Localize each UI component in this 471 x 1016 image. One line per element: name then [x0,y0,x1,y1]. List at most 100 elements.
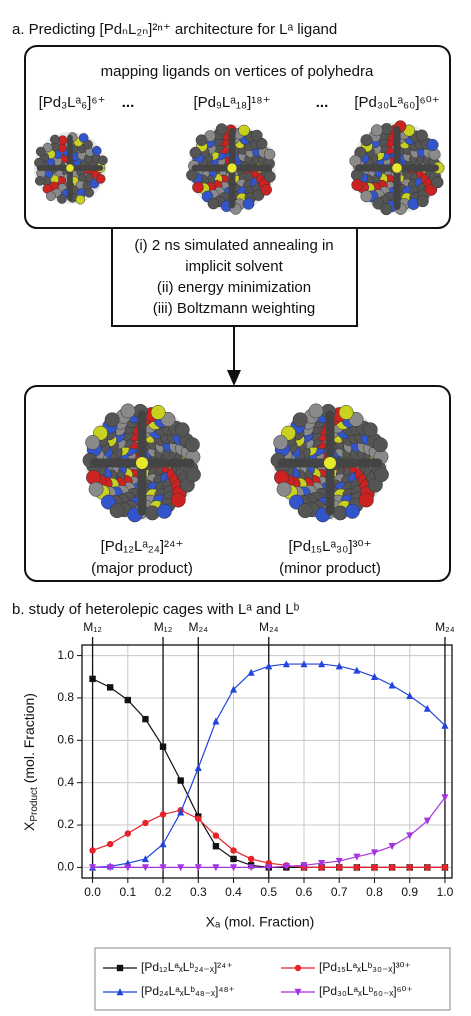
marker [318,859,326,868]
method-step: (i) 2 ns simulated annealing in [134,237,333,254]
marker [388,681,396,689]
atom [170,492,186,508]
atom [57,194,67,204]
arrow-head [227,370,241,386]
marker [142,819,149,827]
legend-label: [Pd₁₂LᵃₓLᵇ₂₄₋ₓ]²⁴⁺ [141,960,233,974]
atom [273,435,289,450]
atom [360,190,373,203]
marker [353,853,361,861]
marker [159,743,167,750]
marker [424,864,431,871]
molecule-model [33,131,108,205]
marker [159,811,167,818]
legend-label: [Pd₁₅LᵃₓLᵇ₃₀₋ₓ]³⁰⁺ [319,960,411,974]
x-tick-label: 0.4 [225,885,242,899]
marker [89,864,97,872]
atom [189,146,202,159]
x-tick-label: 0.1 [119,885,136,899]
atom [150,404,166,420]
atom [426,138,439,151]
marker [124,696,132,704]
marker [441,864,449,871]
atom [373,467,389,483]
atom [370,124,383,137]
marker [247,855,255,863]
y-label-sub: Product [29,787,40,822]
atom [260,184,272,196]
method-step: implicit solvent [185,258,283,275]
molecule-model [186,123,276,215]
marker [388,864,396,871]
marker [247,864,255,872]
atom [415,129,428,142]
x-tick-label: 0.9 [401,885,418,899]
legend-label: [Pd₂₄LᵃₓLᵇ₄₈₋ₓ]⁴⁸⁺ [141,984,235,998]
marker [423,704,431,712]
product-note: (major product) [91,560,193,577]
legend-label: [Pd₃₀LᵃₓLᵇ₆₀₋ₓ]⁶⁰⁺ [319,984,413,998]
atom [91,145,102,156]
atom [78,133,89,143]
y-label-main: X [21,821,37,831]
marker [441,721,449,729]
atom [292,412,308,428]
metal-center [136,457,148,469]
marker [230,847,237,854]
marker [353,666,361,674]
atom [35,146,46,157]
x-tick-label: 0.3 [190,885,207,899]
x-tick-label: 0.8 [366,885,383,899]
marker [212,832,220,839]
reference-label: M₁₂ [154,620,173,634]
marker [230,685,238,693]
atom [362,422,378,438]
marker [124,864,132,872]
marker [336,864,343,871]
marker [177,777,184,784]
y-label-unit: (mol. Fraction) [21,693,37,787]
marker [89,675,96,683]
atom [156,503,172,519]
atom [84,187,94,198]
metal-center [392,163,402,173]
marker [406,864,413,871]
marker [300,660,308,668]
atom [372,437,388,453]
marker [318,864,325,871]
marker [106,684,114,691]
plot-frame [81,644,453,879]
candidate-label: [Pd₃Lᵃ₆]⁶⁺ [39,94,106,111]
atom [104,412,120,428]
method-step: (iii) Boltzmann weighting [153,300,316,317]
atom [109,503,125,519]
reference-label: M₂₄ [259,620,279,634]
marker [141,864,149,872]
marker [388,843,396,851]
atom [85,435,101,450]
atom [174,422,190,438]
y-tick-label: 0.4 [57,775,74,789]
marker [159,864,167,872]
marker [106,864,114,872]
atom [238,124,250,137]
products-box [24,385,451,582]
x-tick-label: 0.6 [296,885,313,899]
legend-marker [294,988,302,996]
marker [124,830,132,837]
marker [282,660,290,668]
x-tick-label: 0.7 [331,885,348,899]
product-formula: [Pd₁₅Lᵃ₃₀]³⁰⁺ [289,538,372,555]
atom [186,169,198,181]
metal-center [324,457,336,469]
molecule-model [349,120,445,216]
atom [184,437,200,453]
box-title: mapping ligands on vertices of polyhedra [101,63,374,80]
marker [212,864,220,872]
marker [371,864,378,871]
x-tick-label: 0.2 [155,885,172,899]
ellipsis: ... [122,94,135,111]
atom [192,181,204,194]
metal-center [66,164,74,172]
